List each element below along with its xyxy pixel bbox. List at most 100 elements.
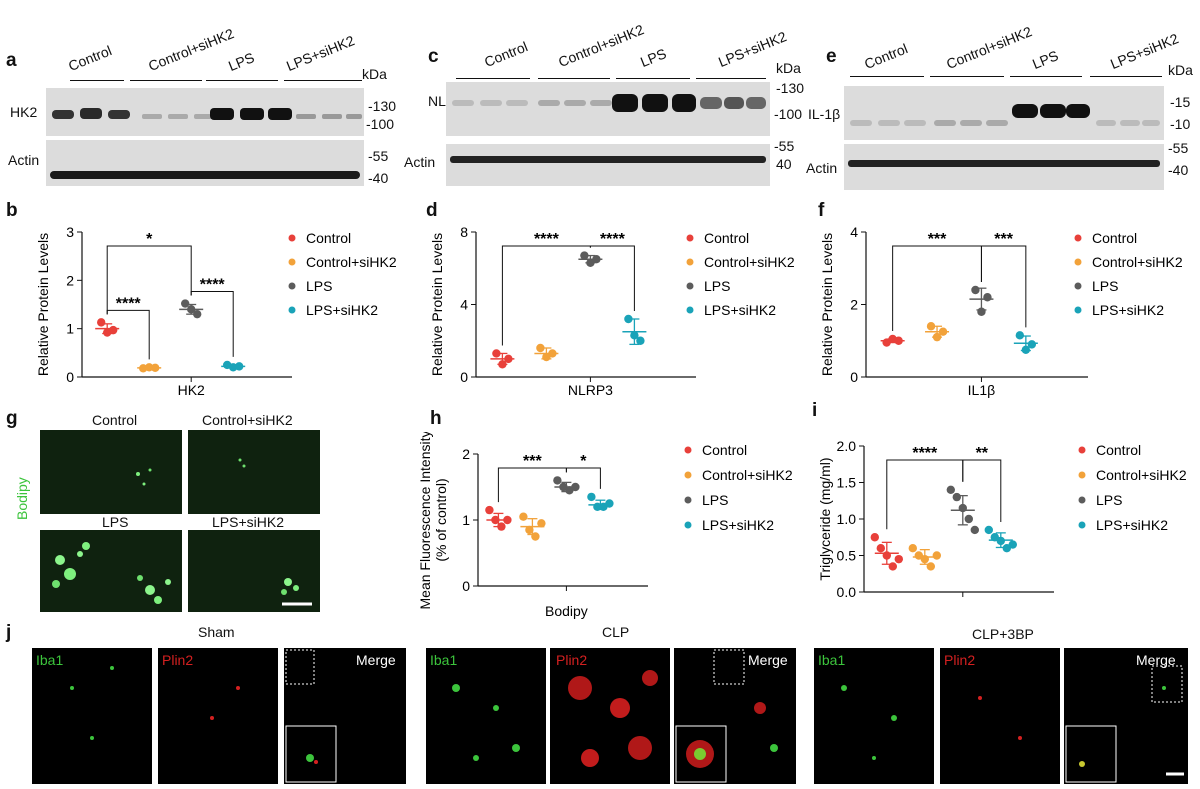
data-point (181, 299, 190, 308)
channel-label-plin2: Plin2 (162, 652, 194, 668)
x-axis-label: NLRP3 (568, 382, 613, 398)
marker-label: -100 (366, 116, 395, 132)
micrograph-control (40, 430, 182, 514)
blot-bands (848, 160, 1160, 167)
y-tick-label: 4 (460, 297, 468, 313)
marker-label: -40 (1168, 162, 1189, 178)
significance-label: **** (600, 231, 626, 248)
data-point (958, 503, 967, 513)
lane-label-control-sihk2: Control+siHK2 (944, 23, 1035, 73)
legend-label: LPS+siHK2 (702, 517, 774, 533)
channel-label: Bodipy (14, 477, 30, 520)
x-axis-label: HK2 (178, 382, 205, 398)
legend-label: Control+siHK2 (702, 467, 793, 483)
legend-marker (1078, 496, 1086, 504)
data-point (983, 293, 992, 302)
legend-marker (288, 258, 296, 266)
data-point (145, 363, 154, 372)
lane-label-lps: LPS (226, 49, 257, 74)
blot-row-label: IL-1β (808, 106, 841, 122)
channel-label-merge: Merge (356, 652, 396, 668)
data-point (630, 331, 639, 340)
lane-group-underline (616, 78, 690, 79)
lane-label-lps: LPS (1030, 47, 1061, 72)
y-tick-label: 1 (462, 512, 470, 528)
chart-h: 0 1 2 Mean Fluorescence Intensity(% of cont… (420, 432, 793, 619)
y-tick-label: 1.5 (837, 475, 857, 491)
condition-title: Sham (198, 624, 235, 640)
channel-label-iba1: Iba1 (818, 652, 846, 668)
significance-bracket (190, 291, 234, 357)
data-point (497, 522, 506, 531)
data-point (946, 485, 955, 494)
significance-bracket (106, 309, 150, 360)
y-tick-label: 0 (850, 369, 858, 385)
legend-label: LPS+siHK2 (1092, 302, 1164, 318)
data-point (1027, 340, 1037, 349)
image-plin2-clp (550, 648, 670, 784)
data-point (587, 492, 596, 502)
y-tick-label: 2 (462, 446, 470, 462)
image-title: Control (92, 412, 138, 428)
fluor-signal (841, 685, 897, 760)
lane-group-underline (130, 80, 202, 81)
data-point (553, 476, 562, 485)
legend-marker (288, 306, 296, 314)
data-point (876, 544, 885, 553)
significance-bracket (892, 245, 982, 331)
panel-label-b: b (6, 200, 18, 221)
data-point (503, 515, 512, 525)
lane-label-control: Control (862, 40, 910, 72)
data-point (109, 325, 118, 335)
image-title: Control+siHK2 (202, 412, 293, 428)
panel-label-j: j (6, 622, 12, 643)
blot-row-label: Actin (8, 152, 40, 168)
lane-label-control-sihk2: Control+siHK2 (146, 25, 237, 75)
marker-label: -130 (776, 80, 805, 96)
data-point (926, 322, 936, 331)
legend-marker (684, 521, 692, 529)
data-point (977, 307, 986, 316)
data-point (537, 519, 546, 528)
marker-label: -15 (1170, 94, 1191, 110)
kda-label: kDa (362, 66, 387, 82)
legend-label: LPS+siHK2 (704, 302, 776, 318)
y-tick-label: 2.0 (837, 438, 857, 454)
marker-label: -130 (368, 98, 397, 114)
data-point (580, 251, 589, 260)
y-tick-label: 8 (460, 224, 468, 240)
legend-marker (686, 306, 694, 314)
legend-marker (1074, 234, 1082, 242)
lane-group-underline (456, 78, 530, 79)
legend-marker (684, 471, 692, 479)
image-iba1-sham (32, 648, 152, 784)
blot-strip-actin (844, 144, 1164, 190)
legend-label: Control (704, 230, 749, 246)
y-tick-label: 0 (462, 578, 470, 594)
significance-bracket (886, 459, 964, 530)
significance-bracket (106, 245, 192, 315)
image-plin2-sham (158, 648, 278, 784)
y-axis-label: Relative Protein Levels (35, 233, 51, 376)
micrograph-control-sihk2 (188, 430, 320, 514)
channel-label-iba1: Iba1 (430, 652, 458, 668)
data-point (593, 502, 602, 511)
image-title: LPS+siHK2 (212, 514, 284, 530)
significance-bracket (962, 459, 1002, 522)
data-point (151, 363, 160, 373)
significance-label: **** (534, 231, 560, 248)
data-point (870, 533, 879, 542)
lane-group-underline (696, 78, 766, 79)
legend-marker (1074, 258, 1082, 266)
y-tick-label: 3 (66, 224, 74, 240)
legend-marker (684, 446, 692, 454)
legend-label: Control+siHK2 (704, 254, 795, 270)
blot-row-label: Actin (806, 160, 838, 176)
legend-marker (1074, 306, 1082, 314)
blot-strip-nlrp3 (446, 82, 770, 136)
significance-label: * (146, 231, 153, 248)
x-axis-label: Bodipy (545, 603, 588, 619)
legend-label: Control+siHK2 (1096, 467, 1187, 483)
lane-group-underline (206, 80, 278, 81)
marker-label: 40 (776, 156, 792, 172)
